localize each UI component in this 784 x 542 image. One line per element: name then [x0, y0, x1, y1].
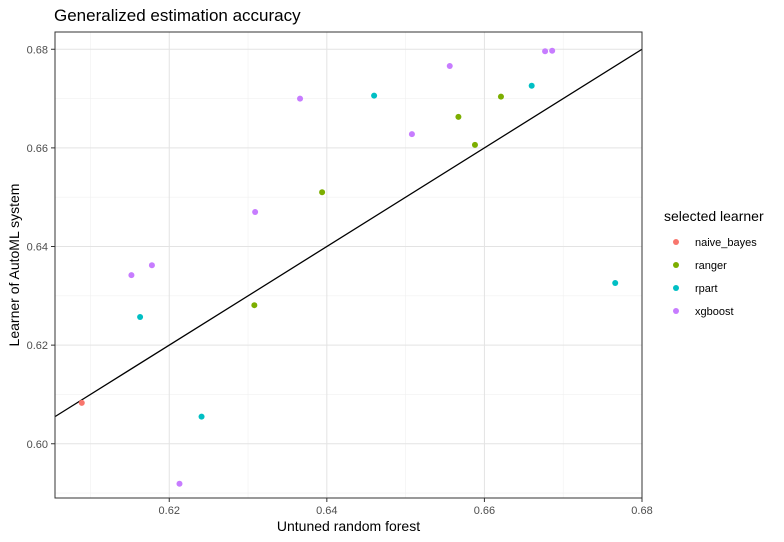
- legend-label-xgboost: xgboost: [695, 306, 734, 318]
- x-tick-label: 0.64: [316, 505, 337, 517]
- legend-label-ranger: ranger: [695, 260, 727, 272]
- identity-reference-line: [54, 48, 643, 418]
- x-tick-label: 0.68: [631, 505, 652, 517]
- point-rpart: [612, 279, 619, 286]
- y-axis-title: Learner of AutoML system: [6, 184, 22, 347]
- plot-panel: [55, 32, 642, 498]
- point-ranger: [471, 141, 478, 148]
- point-rpart: [137, 314, 144, 321]
- legend-key-rpart: [673, 285, 679, 291]
- point-rpart: [528, 82, 535, 89]
- plot-panel-border: [54, 31, 643, 499]
- point-rpart: [371, 92, 378, 99]
- point-xgboost: [446, 63, 453, 70]
- point-xgboost: [176, 480, 183, 487]
- x-axis-ticks: 0.62 0.64 0.66 0.68: [159, 498, 653, 517]
- point-xgboost: [128, 272, 135, 279]
- point-xgboost: [252, 208, 259, 215]
- chart-title: Generalized estimation accuracy: [54, 6, 301, 25]
- y-tick-label: 0.66: [27, 143, 48, 155]
- point-rpart: [198, 413, 205, 420]
- point-ranger: [319, 189, 326, 196]
- point-ranger: [251, 302, 258, 309]
- x-tick-label: 0.66: [474, 505, 495, 517]
- y-tick-label: 0.64: [27, 242, 48, 254]
- legend-key-naive_bayes: [673, 239, 679, 245]
- legend-label-rpart: rpart: [695, 283, 718, 295]
- x-tick-label: 0.62: [159, 505, 180, 517]
- point-xgboost: [408, 131, 415, 138]
- point-xgboost: [542, 48, 549, 55]
- point-ranger: [455, 113, 462, 120]
- y-tick-label: 0.62: [27, 340, 48, 352]
- point-xgboost: [148, 262, 155, 269]
- y-tick-label: 0.68: [27, 44, 48, 56]
- legend-title: selected learner: [664, 208, 764, 224]
- x-axis-title: Untuned random forest: [277, 518, 420, 534]
- y-axis-ticks: 0.60 0.62 0.64 0.66 0.68: [27, 44, 55, 451]
- point-xgboost: [549, 47, 556, 54]
- point-naive_bayes: [78, 399, 85, 406]
- legend-label-naive_bayes: naive_bayes: [695, 237, 757, 249]
- legend-key-ranger: [673, 262, 679, 268]
- legend-key-xgboost: [673, 308, 679, 314]
- minor-gridlines: [55, 32, 642, 498]
- data-points: [78, 47, 619, 487]
- point-xgboost: [297, 95, 304, 102]
- y-tick-label: 0.60: [27, 439, 48, 451]
- point-ranger: [497, 93, 504, 100]
